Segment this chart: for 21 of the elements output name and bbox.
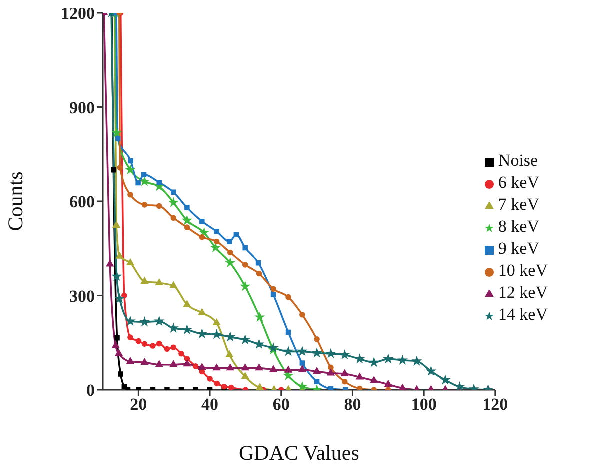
x-tick-label: 100 <box>411 395 437 414</box>
legend-label: 12 keV <box>498 283 548 302</box>
legend-label: 6 keV <box>498 173 540 192</box>
x-tick-label: 120 <box>482 395 508 414</box>
y-tick-label: 1200 <box>61 4 95 24</box>
y-tick-label: 900 <box>70 98 95 118</box>
y-axis-title: Counts <box>3 172 28 232</box>
y-tick-label: 300 <box>70 286 95 306</box>
legend-label: Noise <box>498 151 538 170</box>
legend-label: 9 keV <box>498 239 540 258</box>
x-tick-label: 60 <box>272 395 290 414</box>
legend-label: 7 keV <box>498 195 540 214</box>
x-tick-label: 20 <box>130 395 148 414</box>
legend-label: 8 keV <box>498 217 540 236</box>
x-tick-label: 40 <box>202 395 219 414</box>
x-axis-title: GDAC Values <box>239 441 360 465</box>
y-tick-label: 600 <box>70 192 95 212</box>
legend-label: 14 keV <box>498 305 548 324</box>
x-tick-label: 80 <box>344 395 362 414</box>
y-tick-label: 0 <box>86 381 95 400</box>
legend-label: 10 keV <box>498 261 548 280</box>
